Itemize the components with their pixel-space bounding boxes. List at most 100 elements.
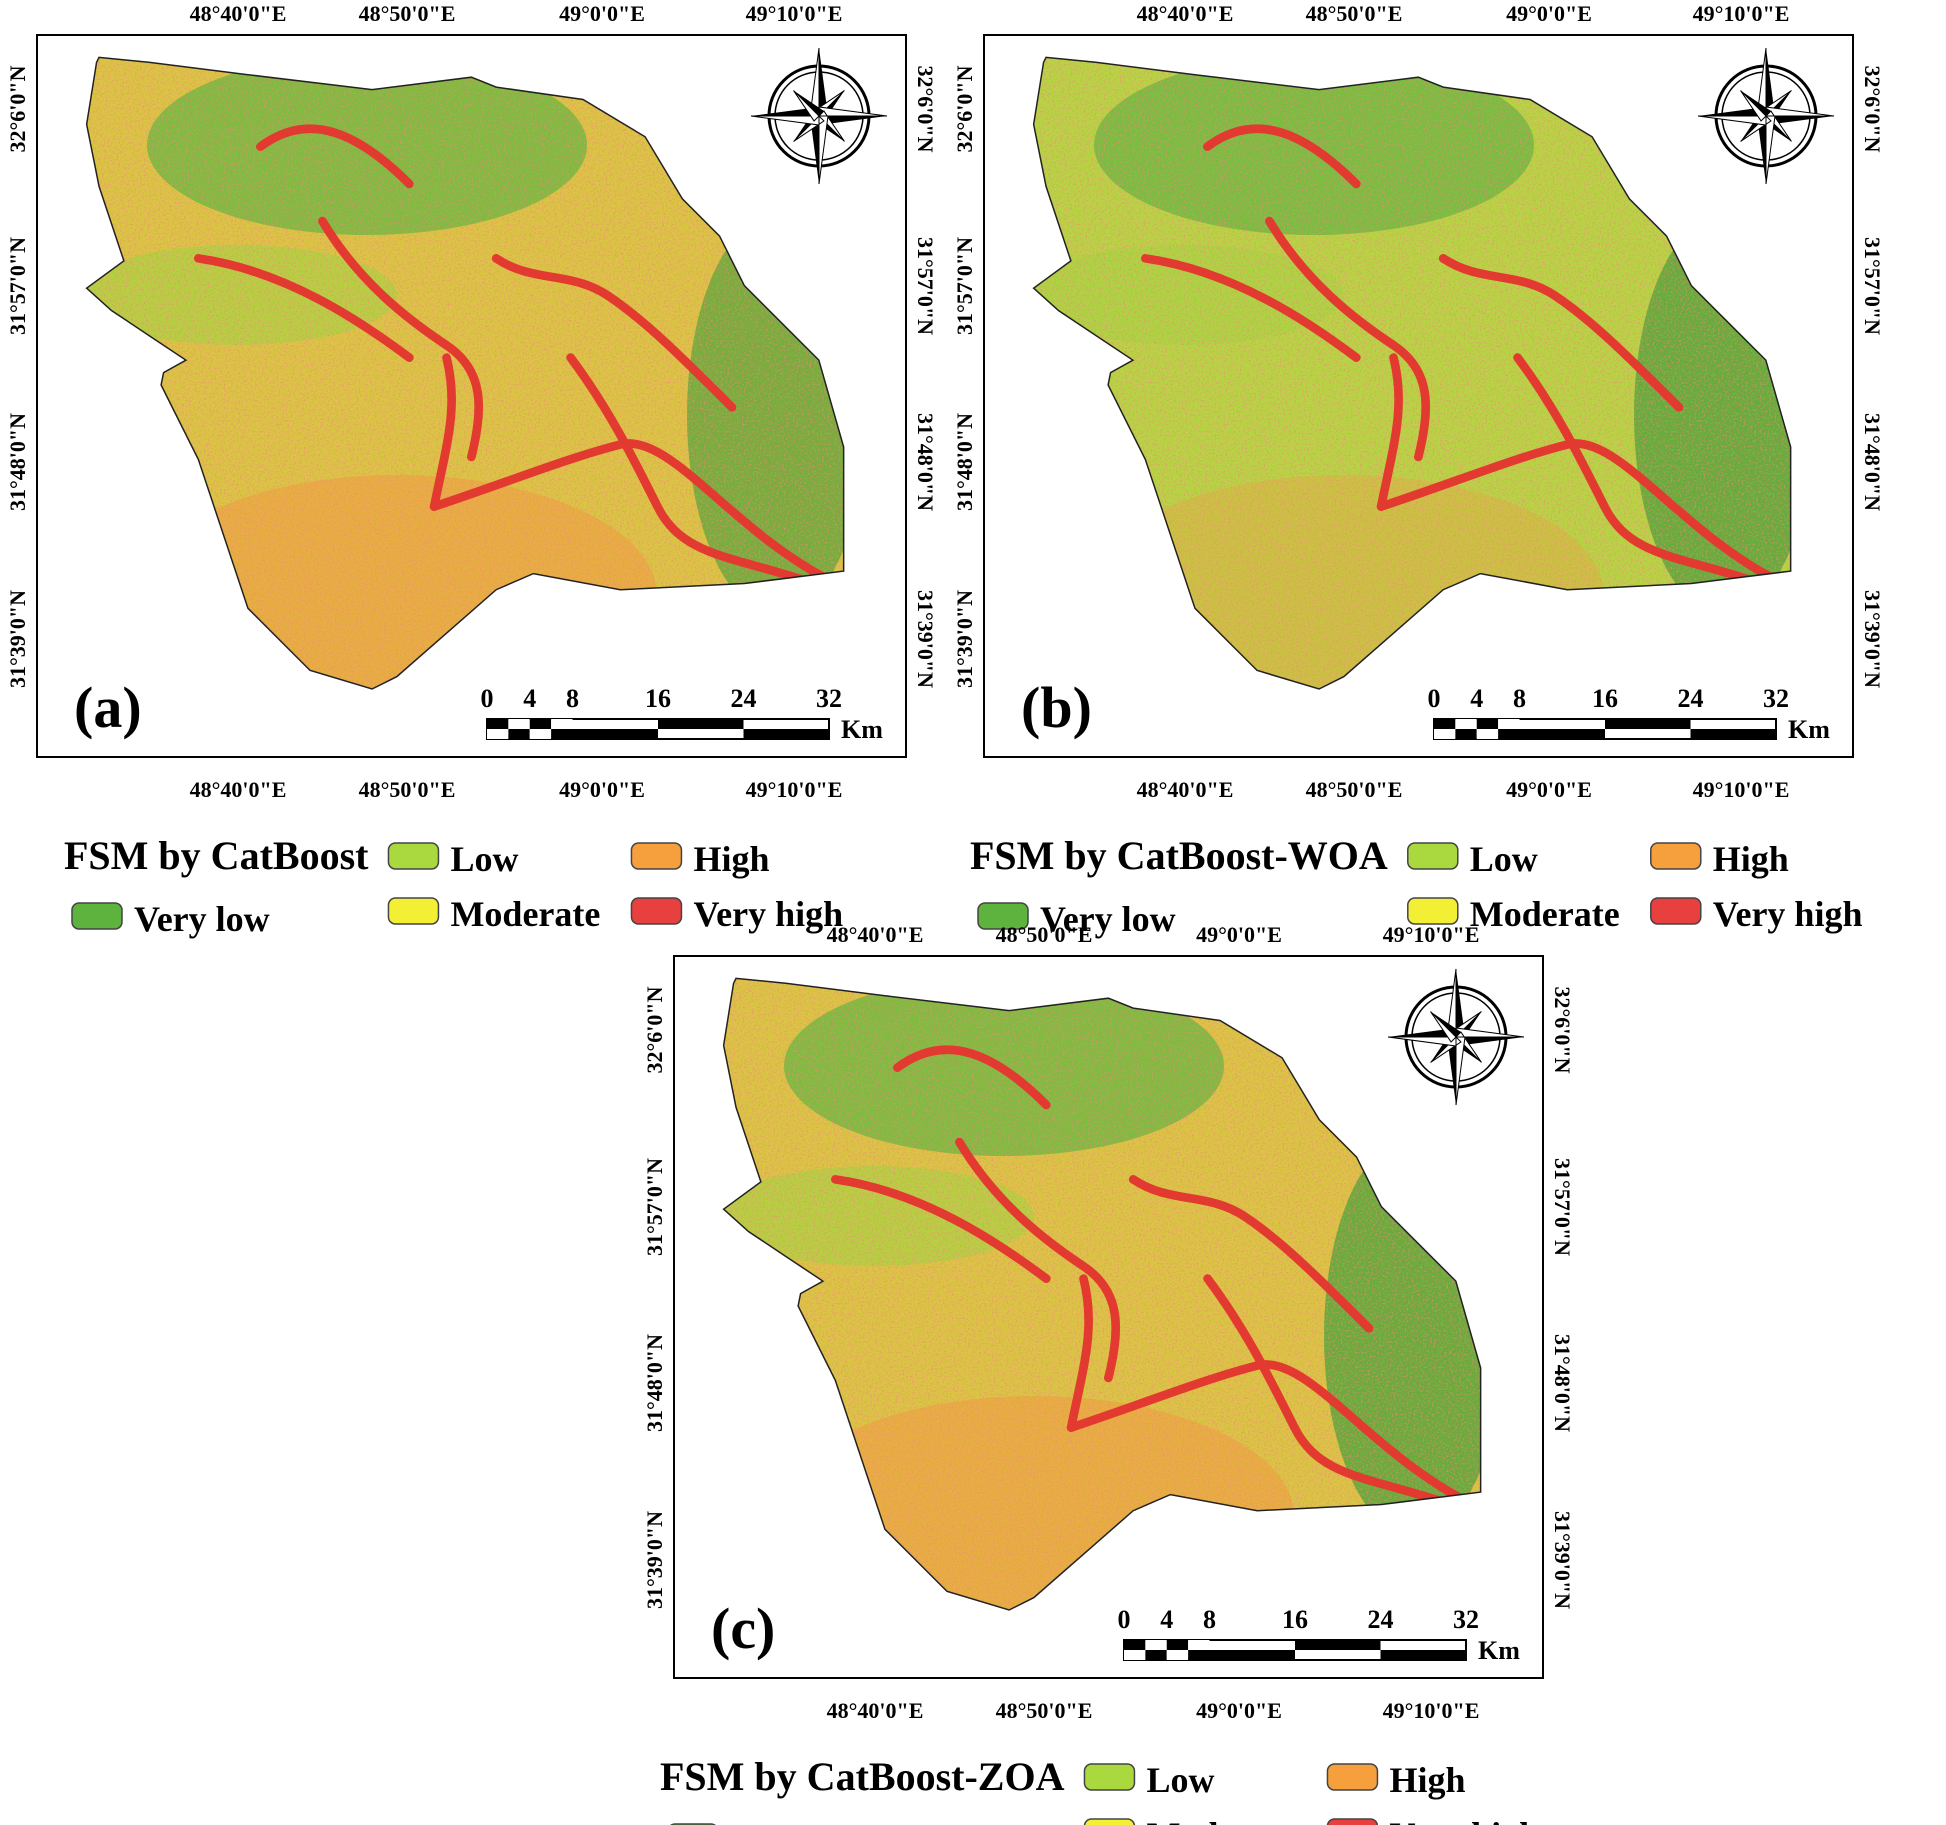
compass-half (750, 115, 820, 126)
latitude-label: 31°39'0"N (1550, 1511, 1575, 1609)
legend-swatch (387, 897, 440, 925)
compass-half (819, 48, 828, 116)
scale-label: 8 (1513, 684, 1526, 713)
scale-label: 32 (816, 684, 842, 713)
scale-segment (1455, 719, 1477, 729)
panel-label: (a) (74, 675, 142, 740)
longitude-label: 48°40'0"E (190, 777, 287, 802)
longitude-label: 48°50'0"E (359, 777, 456, 802)
compass-half (810, 116, 819, 184)
longitude-label: 49°10'0"E (746, 1, 843, 26)
compass-point (1740, 90, 1771, 122)
legend-title: FSM by CatBoost-ZOA (660, 1754, 1065, 1799)
latitude-label: 31°39'0"N (5, 590, 30, 688)
longitude-label: 49°0'0"E (1196, 1698, 1282, 1723)
legend-label: Moderate (1470, 894, 1620, 934)
scale-label: 16 (1592, 684, 1618, 713)
scale-segment (529, 719, 552, 729)
compass-half (1740, 90, 1771, 116)
scale-segment (743, 729, 829, 739)
scale-segment (508, 719, 530, 729)
longitude-label: 48°50'0"E (996, 922, 1093, 947)
compass-point (1697, 107, 1767, 126)
scale-segment (551, 729, 573, 739)
scale-segment (551, 719, 573, 729)
latitude-label: 32°6'0"N (952, 65, 977, 152)
scale-segment (1166, 1650, 1189, 1660)
compass-half (1766, 116, 1834, 125)
scale-label: 8 (1203, 1605, 1216, 1634)
scale-segment (572, 729, 658, 739)
latitude-label: 31°57'0"N (913, 237, 938, 335)
river (256, 124, 414, 189)
legend-swatch (1083, 1818, 1136, 1825)
legend-swatch (1326, 1763, 1379, 1791)
scale-label: 4 (1470, 684, 1483, 713)
latitude-label: 31°57'0"N (1550, 1158, 1575, 1256)
legend-swatch (1650, 842, 1702, 870)
legend: FSM by CatBoost-WOA Very low Low Moderate Hi… (970, 833, 1862, 939)
longitude-label: 48°50'0"E (359, 1, 456, 26)
scale-segment (1166, 1640, 1189, 1650)
river (193, 254, 414, 363)
river (1376, 353, 1404, 511)
compass-point (1447, 1036, 1466, 1106)
scale-segment (1434, 719, 1456, 729)
compass-point (818, 106, 888, 125)
scale-segment (1498, 719, 1520, 729)
scale-segment (1434, 729, 1456, 739)
scale-label: 8 (566, 684, 579, 713)
scale-label: 32 (1453, 1605, 1479, 1634)
river (1513, 353, 1758, 586)
longitude-label: 48°40'0"E (827, 922, 924, 947)
scale-segment (487, 719, 509, 729)
panel-label: (c) (711, 1596, 775, 1661)
compass-half (1388, 1028, 1456, 1037)
latitude-label: 31°48'0"N (642, 1334, 667, 1432)
longitude-label: 49°0'0"E (559, 777, 645, 802)
map-panel: 48°40'0"E 48°40'0"E 48°50'0"E 48°50'0"E 49°0… (5, 1, 938, 939)
legend-label: Very high (1389, 1815, 1539, 1825)
latitude-label: 32°6'0"N (5, 65, 30, 152)
longitude-label: 48°40'0"E (190, 1, 287, 26)
scale-segment (1145, 1640, 1167, 1650)
compass-half (819, 116, 887, 125)
latitude-label: 31°48'0"N (1550, 1334, 1575, 1432)
compass-half (1697, 115, 1767, 126)
longitude-label: 48°40'0"E (1137, 777, 1234, 802)
river (1128, 1175, 1374, 1333)
scale-segment (1124, 1650, 1146, 1660)
legend-title: FSM by CatBoost (64, 833, 369, 878)
legend-swatch (1407, 842, 1459, 870)
compass-half (1456, 1037, 1524, 1046)
latitude-label: 31°39'0"N (642, 1511, 667, 1609)
river (429, 439, 836, 586)
map-panel: 48°40'0"E 48°40'0"E 48°50'0"E 48°50'0"E 49°0… (952, 1, 1885, 939)
rivers (830, 1045, 1473, 1507)
scale-label: 4 (1160, 1605, 1173, 1634)
legend-label: Moderate (1146, 1815, 1296, 1825)
north-arrow (750, 47, 888, 185)
compass-half (1757, 116, 1766, 184)
compass-point (810, 115, 829, 185)
river (566, 353, 811, 586)
legend-label: Very high (1713, 894, 1863, 934)
legend-label: Very low (1040, 899, 1176, 939)
legend-title: FSM by CatBoost-WOA (970, 833, 1388, 878)
scale-unit: Km (1788, 715, 1830, 744)
scale-segment (1519, 729, 1605, 739)
scale-label: 24 (731, 684, 757, 713)
longitude-label: 49°10'0"E (746, 777, 843, 802)
compass-half (1455, 1036, 1466, 1106)
scale-segment (1476, 719, 1499, 729)
river (1265, 216, 1431, 462)
latitude-label: 32°6'0"N (1550, 986, 1575, 1073)
compass-half (751, 107, 819, 116)
legend-swatch (1083, 1763, 1136, 1791)
latitude-label: 31°57'0"N (952, 237, 977, 335)
latitude-label: 31°48'0"N (1860, 413, 1885, 511)
compass-point (809, 47, 828, 117)
longitude-label: 49°0'0"E (559, 1, 645, 26)
compass-point (1455, 1027, 1525, 1046)
scale-segment (1188, 1650, 1210, 1660)
